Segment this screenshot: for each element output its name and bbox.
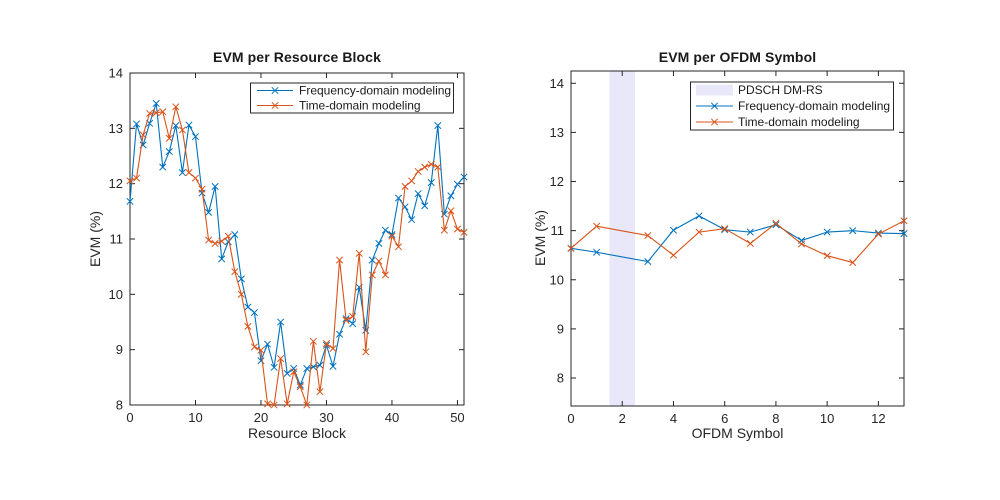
left-chart-title: EVM per Resource Block (213, 49, 381, 65)
svg-text:30: 30 (319, 410, 333, 425)
time-domain-series (126, 103, 468, 409)
y-tick-labels: 8 9 10 11 12 13 14 (109, 66, 123, 413)
svg-text:10: 10 (188, 410, 202, 425)
time-domain-series (567, 217, 908, 267)
svg-text:50: 50 (450, 410, 464, 425)
legend-entry-label: Time-domain modeling (738, 115, 860, 129)
svg-text:11: 11 (110, 232, 124, 247)
left-y-axis-label: EVM (%) (87, 211, 103, 267)
frequency-domain-series (126, 99, 468, 389)
svg-text:12: 12 (109, 176, 123, 191)
evm-per-ofdm-symbol-chart: EVM per OFDM Symbol 0 2 4 6 8 10 12 8 9 10 11 12 13 1… (500, 0, 1000, 500)
svg-text:2: 2 (619, 411, 626, 426)
right-x-axis-label: OFDM Symbol (691, 425, 784, 441)
legend-entry-label: PDSCH DM-RS (738, 83, 823, 97)
svg-text:10: 10 (820, 411, 834, 426)
legend-band-swatch (696, 84, 733, 96)
svg-text:13: 13 (109, 121, 123, 136)
x-tick-labels: 0 2 4 6 8 10 12 (567, 411, 885, 426)
legend-entry-label: Time-domain modeling (299, 99, 421, 113)
resource-block-plot: 0 10 20 30 40 50 8 9 10 11 12 13 14 Frequency-domain … (109, 66, 468, 425)
svg-text:14: 14 (109, 66, 123, 81)
svg-text:0: 0 (567, 411, 574, 426)
legend-entry-label: Frequency-domain modeling (299, 84, 451, 98)
svg-text:14: 14 (550, 76, 564, 91)
svg-text:10: 10 (109, 287, 123, 302)
y-tick-labels: 8 9 10 11 12 13 14 (550, 76, 564, 386)
svg-text:8: 8 (772, 411, 779, 426)
ofdm-symbol-plot: 0 2 4 6 8 10 12 8 9 10 11 12 13 14 PDSCH DM-RS Frequenc… (550, 70, 908, 426)
svg-text:9: 9 (116, 342, 123, 357)
svg-text:11: 11 (551, 223, 565, 238)
axes (570, 70, 905, 407)
left-x-axis-label: Resource Block (247, 425, 347, 441)
x-tick-labels: 0 10 20 30 40 50 (126, 410, 464, 425)
svg-text:8: 8 (116, 398, 123, 413)
svg-text:20: 20 (254, 410, 268, 425)
axes (129, 72, 465, 406)
right-y-axis-label: EVM (%) (532, 210, 548, 266)
legend: PDSCH DM-RS Frequency-domain modeling Time… (690, 81, 894, 131)
frequency-domain-series (567, 212, 908, 266)
svg-text:9: 9 (557, 321, 564, 336)
legend-entry-label: Frequency-domain modeling (738, 99, 890, 113)
svg-text:12: 12 (550, 174, 564, 189)
svg-text:10: 10 (550, 272, 564, 287)
svg-text:0: 0 (126, 410, 133, 425)
svg-text:12: 12 (871, 411, 885, 426)
dmrs-band (609, 71, 636, 406)
evm-per-resource-block-chart: EVM per Resource Block 0 10 20 30 40 50 8 9 10 11… (87, 49, 468, 441)
svg-text:4: 4 (670, 411, 677, 426)
svg-text:6: 6 (721, 411, 728, 426)
svg-text:40: 40 (385, 410, 399, 425)
svg-text:8: 8 (557, 371, 564, 386)
right-chart-title: EVM per OFDM Symbol (658, 49, 817, 65)
svg-text:13: 13 (550, 125, 564, 140)
